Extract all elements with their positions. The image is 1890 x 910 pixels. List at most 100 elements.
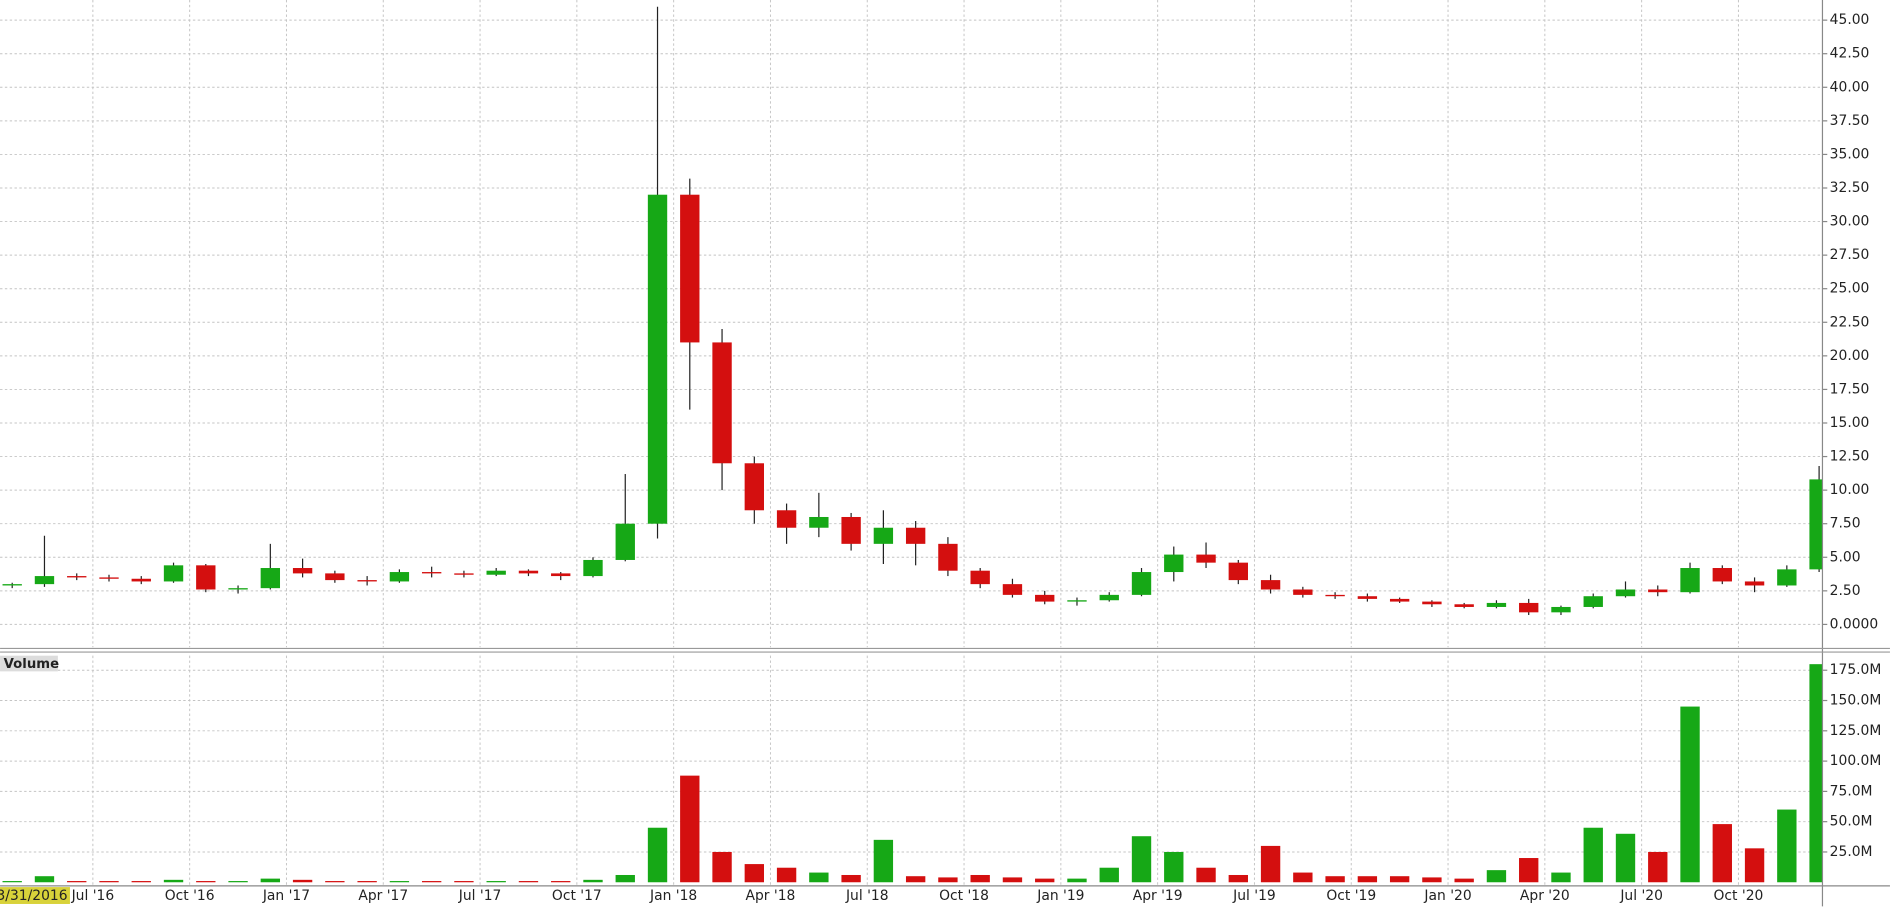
y-tick-label: 7.50 (1830, 516, 1861, 532)
x-tick-label: Jul '19 (1232, 888, 1276, 904)
candle-body (1551, 606, 1571, 613)
candle-body (1777, 569, 1797, 586)
x-tick-label: Apr '19 (1133, 888, 1183, 904)
candle-body (1164, 554, 1184, 573)
x-tick-label: Jan '18 (649, 888, 697, 904)
y-tick-label: 27.50 (1830, 247, 1870, 263)
volume-bar (1002, 877, 1023, 883)
y-tick-label: 2.50 (1830, 583, 1861, 599)
y-tick-label: 22.50 (1830, 314, 1870, 330)
y-tick-label: 32.50 (1830, 180, 1870, 196)
candle-body (1422, 601, 1442, 605)
volume-bar (228, 881, 248, 883)
candle-body (809, 516, 829, 528)
x-tick-label: Oct '18 (939, 888, 989, 904)
y-tick-label: 5.00 (1830, 549, 1861, 565)
candle-body (34, 576, 55, 585)
x-tick-label: Oct '17 (552, 888, 602, 904)
volume-bar (196, 881, 216, 883)
candle-body (67, 576, 87, 578)
y-tick-label: 45.00 (1830, 12, 1870, 28)
candle-body (486, 570, 506, 575)
volume-bar (1744, 848, 1765, 883)
volume-bar (583, 879, 603, 883)
cursor-date: 3/31/2016 (0, 888, 68, 904)
candle-body (99, 577, 119, 579)
candle-body (421, 572, 442, 574)
candle-body (260, 568, 281, 589)
volume-label-bg (0, 655, 58, 672)
volume-bar (518, 881, 539, 883)
x-tick-label: Apr '17 (358, 888, 408, 904)
y-tick-label: 40.00 (1830, 79, 1870, 95)
candle-body (1196, 554, 1216, 563)
candle-body (712, 342, 732, 464)
y-tick-label: 0.0000 (1830, 616, 1879, 632)
y-tick-label: 75.0M (1830, 783, 1873, 799)
candle-body (357, 580, 377, 582)
volume-bar (647, 827, 668, 883)
volume-bar (67, 881, 87, 883)
volume-bar (357, 881, 377, 883)
y-tick-label: 15.00 (1830, 415, 1870, 431)
candle-body (680, 194, 700, 343)
candle-body (196, 565, 216, 590)
candle-body (1648, 589, 1668, 593)
volume-bar (809, 872, 829, 883)
volume-bar (873, 839, 894, 883)
volume-bar (1615, 833, 1636, 883)
volume-bar (34, 876, 55, 883)
volume-bar (1196, 867, 1216, 883)
x-tick-label: Oct '19 (1326, 888, 1376, 904)
candle-body (776, 510, 797, 528)
volume-bar (421, 881, 442, 883)
volume-bar (1325, 876, 1345, 883)
candle-body (873, 527, 894, 544)
y-tick-label: 25.0M (1830, 844, 1873, 860)
volume-bar (1648, 851, 1668, 883)
candle-body (1615, 589, 1636, 597)
x-tick-label: Oct '20 (1714, 888, 1764, 904)
candle-body (1519, 602, 1539, 613)
candle-body (389, 572, 410, 582)
y-tick-label: 30.00 (1830, 214, 1870, 230)
y-tick-label: 175.0M (1830, 662, 1882, 678)
x-tick-label: Oct '16 (165, 888, 215, 904)
volume-bar (260, 878, 281, 883)
y-tick-label: 12.50 (1830, 449, 1870, 465)
volume-bar (615, 874, 635, 883)
x-tick-label: Jan '17 (262, 888, 310, 904)
y-tick-label: 37.50 (1830, 113, 1870, 129)
candle-body (1067, 600, 1087, 602)
volume-bar (1389, 876, 1410, 883)
y-tick-label: 35.00 (1830, 146, 1870, 162)
volume-bar (2, 881, 22, 883)
volume-bar (1164, 851, 1184, 883)
candle-body (1389, 598, 1410, 602)
candle-body (1486, 602, 1507, 607)
x-tick-label: Jan '20 (1423, 888, 1471, 904)
x-tick-label: Jul '20 (1619, 888, 1663, 904)
y-tick-label: 125.0M (1830, 723, 1882, 739)
volume-bar (712, 851, 732, 883)
candle-body (615, 523, 635, 560)
volume-bar (841, 874, 861, 883)
y-tick-label: 50.0M (1830, 814, 1873, 830)
candle-body (1099, 594, 1119, 601)
volume-bar (486, 881, 506, 883)
y-tick-label: 25.00 (1830, 281, 1870, 297)
volume-bar (1131, 836, 1152, 883)
candle-body (647, 194, 668, 524)
volume-bar (1293, 872, 1313, 883)
candle-body (1744, 581, 1765, 586)
candle-body (163, 565, 184, 582)
volume-bar (1357, 876, 1378, 883)
candle-body (1712, 568, 1732, 582)
volume-bar (1422, 877, 1442, 883)
volume-bar (938, 877, 958, 883)
candle-body (325, 573, 345, 581)
volume-bar (325, 881, 345, 883)
candle-body (1002, 584, 1023, 595)
